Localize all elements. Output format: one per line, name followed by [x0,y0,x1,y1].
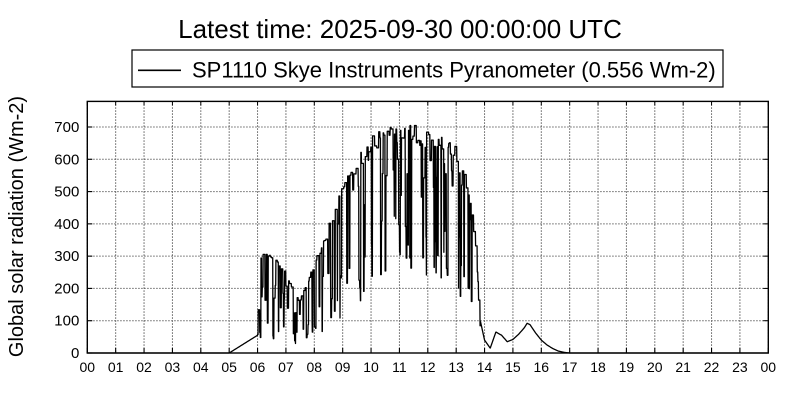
svg-text:02: 02 [136,359,152,375]
svg-text:11: 11 [392,359,407,375]
svg-text:00: 00 [761,359,777,375]
svg-text:17: 17 [562,359,578,375]
svg-text:09: 09 [335,359,351,375]
svg-text:06: 06 [250,359,266,375]
svg-text:13: 13 [448,359,464,375]
svg-text:04: 04 [193,359,209,375]
svg-text:00: 00 [80,359,96,375]
svg-text:500: 500 [54,184,79,201]
svg-text:10: 10 [363,359,379,375]
svg-text:20: 20 [647,359,663,375]
svg-text:14: 14 [477,359,493,375]
svg-text:100: 100 [54,313,79,330]
svg-text:16: 16 [534,359,550,375]
svg-text:400: 400 [54,216,79,233]
svg-text:700: 700 [54,119,79,136]
svg-text:12: 12 [420,359,436,375]
svg-text:03: 03 [165,359,181,375]
svg-text:22: 22 [704,359,720,375]
svg-text:15: 15 [505,359,521,375]
svg-text:18: 18 [590,359,606,375]
svg-text:07: 07 [278,359,294,375]
svg-text:21: 21 [675,359,691,375]
svg-text:08: 08 [307,359,323,375]
svg-text:0: 0 [71,345,79,362]
svg-text:05: 05 [221,359,237,375]
svg-text:19: 19 [619,359,635,375]
svg-text:300: 300 [54,248,79,265]
svg-text:200: 200 [54,280,79,297]
svg-text:SP1110 Skye Instruments Pyrano: SP1110 Skye Instruments Pyranometer (0.5… [192,57,716,82]
svg-text:600: 600 [54,151,79,168]
svg-text:23: 23 [732,359,748,375]
svg-text:01: 01 [108,359,124,375]
